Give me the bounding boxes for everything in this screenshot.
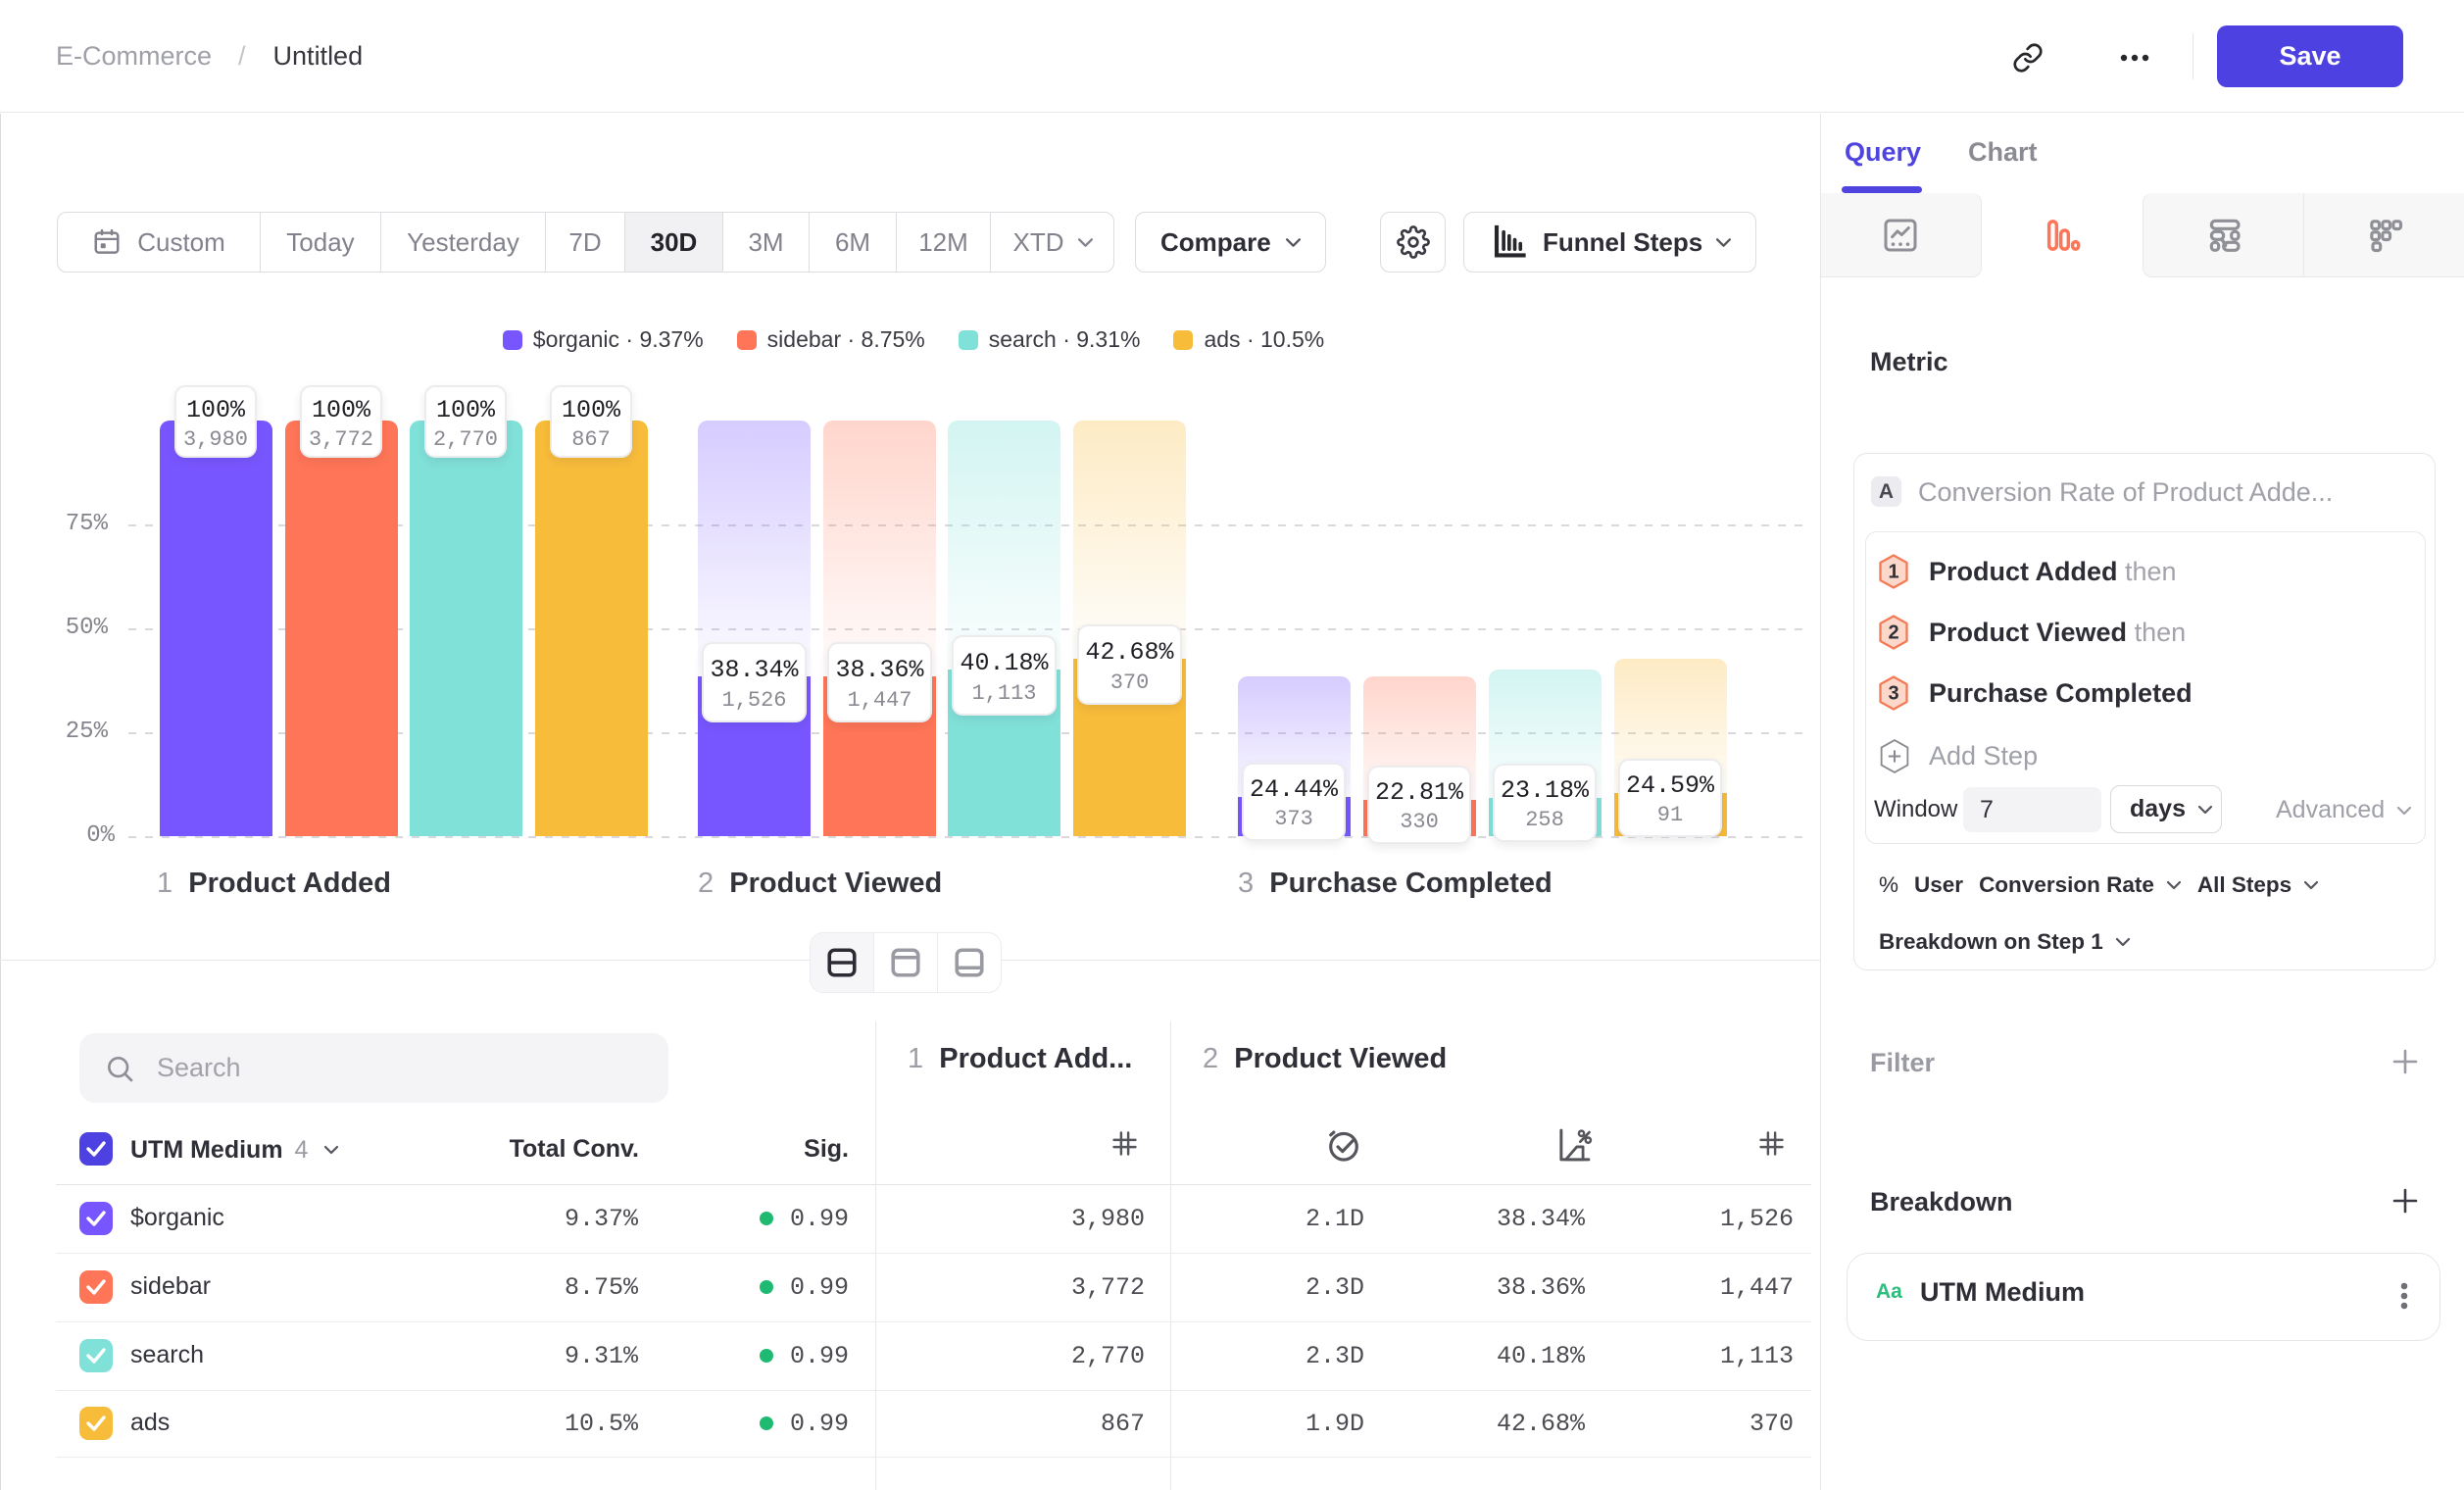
svg-text:3: 3: [1888, 683, 1898, 705]
svg-text:1: 1: [1888, 562, 1898, 583]
svg-text:2: 2: [1888, 622, 1898, 644]
